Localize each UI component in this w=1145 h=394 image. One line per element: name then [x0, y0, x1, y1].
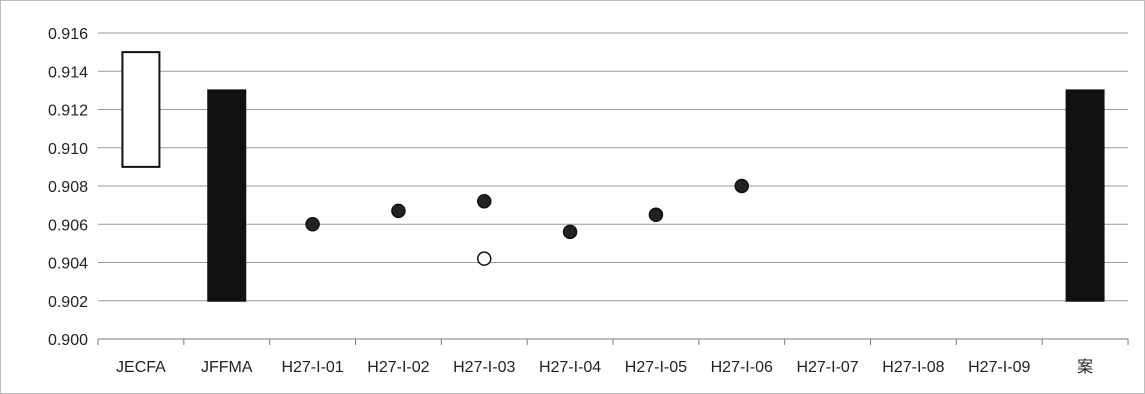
y-tick-label: 0.902 — [48, 294, 88, 311]
data-point — [391, 203, 406, 219]
x-tick-label: H27-I-08 — [882, 359, 944, 376]
x-tick-label: JFFMA — [201, 359, 253, 376]
x-axis — [97, 338, 1129, 345]
range-bar — [207, 89, 247, 302]
data-point — [477, 251, 492, 266]
x-tick-label: 案 — [1077, 358, 1093, 376]
x-tick-label: H27-I-02 — [367, 359, 429, 376]
x-tick-label: H27-I-03 — [453, 359, 515, 376]
x-tick-label: H27-I-01 — [281, 359, 343, 376]
data-point — [477, 194, 492, 209]
range-bar — [121, 51, 161, 168]
range-bars — [121, 51, 1105, 302]
data-point — [648, 207, 664, 222]
y-axis-tick-labels: 0.900 0.902 0.904 0.906 0.908 0.910 0.912 0.914… — [48, 26, 88, 349]
x-tick-label: H27-I-04 — [539, 359, 601, 376]
data-point — [305, 217, 320, 232]
x-axis-tick-labels: JECFA JFFMA H27-I-01 H27-I-02 H27-I-03 H27-I-… — [116, 358, 1093, 376]
y-tick-label: 0.916 — [48, 26, 88, 43]
y-tick-label: 0.914 — [48, 64, 88, 81]
x-tick-label: JECFA — [116, 359, 166, 376]
x-tick-label: H27-I-09 — [968, 359, 1030, 376]
y-tick-label: 0.900 — [48, 332, 88, 349]
data-point — [562, 224, 578, 240]
y-tick-label: 0.910 — [48, 141, 88, 158]
x-tick-label: H27-I-05 — [625, 359, 687, 376]
x-tick-label: H27-I-07 — [796, 359, 858, 376]
y-tick-label: 0.908 — [48, 179, 88, 196]
data-point — [734, 178, 749, 194]
range-bar — [1065, 89, 1105, 302]
y-tick-label: 0.906 — [48, 217, 88, 234]
y-tick-label: 0.904 — [48, 256, 88, 273]
y-tick-label: 0.912 — [48, 103, 88, 120]
data-points — [305, 178, 749, 266]
gridlines — [98, 32, 1128, 302]
x-tick-label: H27-I-06 — [711, 359, 773, 376]
